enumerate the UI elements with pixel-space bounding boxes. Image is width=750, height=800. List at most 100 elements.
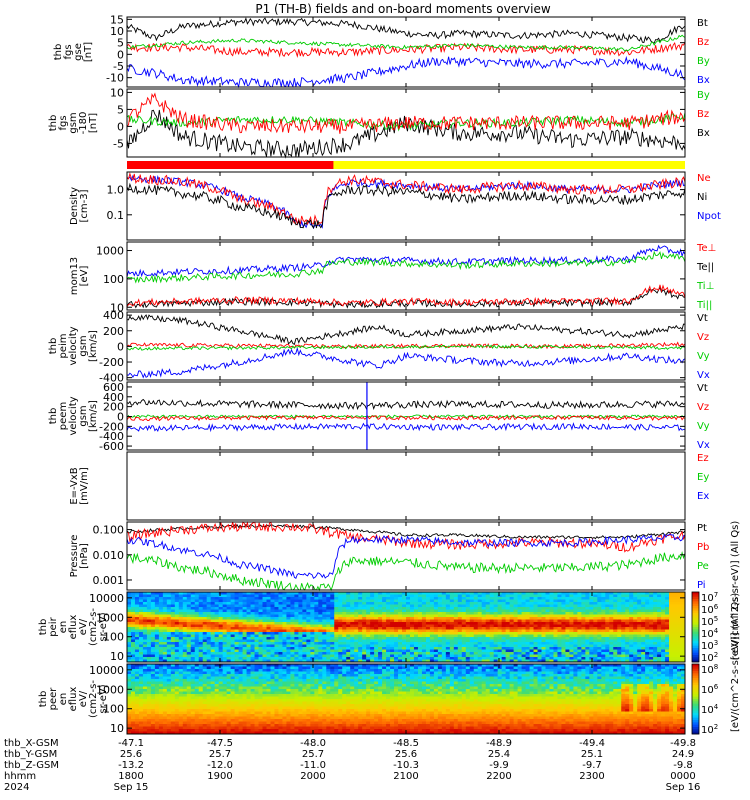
spectrogram-cell [613, 642, 618, 645]
spectrogram-cell [266, 607, 271, 610]
spectrogram-cell [457, 647, 463, 650]
spectrogram-cell [182, 592, 188, 595]
spectrogram-cell [214, 647, 220, 650]
spectrogram-cell [366, 599, 371, 603]
spectrogram-cell [162, 704, 168, 707]
spectrogram-cell [661, 592, 666, 595]
spectrogram-cell [465, 612, 471, 615]
spectrogram-cell [127, 617, 132, 620]
spectrogram-cell [262, 604, 267, 608]
spectrogram-cell [210, 726, 216, 730]
spectrogram-cell [378, 617, 383, 620]
spectrogram-cell [481, 624, 487, 628]
spectrogram-cell [573, 599, 578, 603]
spectrogram-cell [242, 612, 247, 615]
spectrogram-cell [326, 647, 331, 650]
spectrogram-cell [150, 726, 156, 730]
spectrogram-cell [513, 624, 518, 628]
spectrogram-cell [398, 607, 403, 610]
spectrogram-cell [417, 629, 423, 633]
spectrogram-cell [501, 644, 507, 648]
spectrogram-cell [501, 632, 507, 635]
spectrogram-cell [413, 632, 419, 635]
spectrogram-cell [505, 599, 511, 603]
spectrogram-cell [130, 666, 136, 670]
spectrogram-cell [505, 617, 511, 620]
spectrogram-cell [218, 729, 224, 732]
spectrogram-cell [449, 607, 455, 610]
spectrogram-cell [374, 599, 379, 603]
spectrogram-cell [218, 647, 224, 650]
spectrogram-cell [218, 612, 224, 615]
spectrogram-cell [441, 649, 447, 653]
spectrogram-cell [134, 629, 140, 633]
spectrogram-cell [127, 624, 132, 628]
spectrogram-cell [497, 632, 503, 635]
spectrogram-cell [573, 612, 578, 615]
spectrogram-cell [653, 597, 658, 600]
spectrogram-cell [505, 634, 511, 638]
spectrogram-cell [158, 674, 164, 677]
spectrogram-cell [310, 634, 315, 638]
spectrogram-cell [270, 654, 275, 658]
spectrogram-cell [314, 622, 319, 625]
spectrogram-cell [130, 609, 136, 613]
spectrogram-cell [649, 614, 654, 618]
spectrogram-cell [390, 644, 395, 648]
spectrogram-cell [186, 681, 192, 685]
legend-entry: Bz [697, 37, 709, 48]
spectrogram-cell [298, 622, 303, 625]
spectrogram-cell [142, 684, 148, 687]
spectrogram-cell [374, 629, 379, 633]
spectrogram-cell [178, 706, 184, 710]
spectrogram-cell [601, 639, 606, 643]
spectrogram-cell [461, 599, 467, 603]
spectrogram-cell [553, 644, 558, 648]
spectrogram-cell [645, 597, 650, 600]
spectrogram-cell [127, 711, 132, 715]
spectrogram-cell [637, 619, 642, 623]
spectrogram-cell [258, 609, 263, 613]
spectrogram-cell [481, 639, 487, 643]
spectrogram-cell [366, 644, 371, 648]
spectrogram-cell [633, 602, 638, 605]
spectrogram-cell [533, 652, 538, 655]
spectrogram-cell [334, 632, 339, 635]
spectrogram-cell [453, 609, 459, 613]
spectrogram-cell [493, 632, 499, 635]
spectrogram-cell [613, 607, 618, 610]
spectrogram-cell [342, 657, 347, 660]
spectrogram-cell [306, 609, 311, 613]
spectrogram-cell [127, 597, 132, 600]
spectrogram-cell [146, 676, 152, 680]
spectrogram-cell [497, 634, 503, 638]
spectrogram-cell [182, 612, 188, 615]
spectrogram-cell [190, 701, 196, 705]
spectrogram-cell [210, 597, 216, 600]
spectrogram-cell [146, 604, 152, 608]
spectrogram-cell [134, 637, 140, 640]
spectrogram-cell [457, 597, 463, 600]
spectrogram-cell [481, 619, 487, 623]
series-Ti-line [126, 244, 686, 278]
spectrogram-cell [657, 637, 662, 640]
spectrogram-cell [178, 726, 184, 730]
spectrogram-cell [326, 594, 331, 598]
spectrogram-cell [338, 602, 343, 605]
spectrogram-cell [501, 634, 507, 638]
spectrogram-cell [334, 597, 339, 600]
y-axis-label-line: [nT] [88, 113, 99, 133]
series-Vx-line [126, 422, 686, 433]
spectrogram-cell [453, 637, 459, 640]
spectrogram-cell [485, 609, 491, 613]
spectrogram-cell [142, 729, 148, 732]
spectrogram-cell [429, 632, 435, 635]
spectrogram-cell [569, 607, 574, 610]
spectrogram-cell [138, 647, 144, 650]
spectrogram-cell [142, 639, 148, 643]
spectrogram-cell [322, 649, 327, 653]
spectrogram-cell [605, 634, 610, 638]
spectrogram-cell [202, 731, 208, 735]
spectrogram-cell [314, 597, 319, 600]
spectrogram-cell [242, 627, 247, 630]
